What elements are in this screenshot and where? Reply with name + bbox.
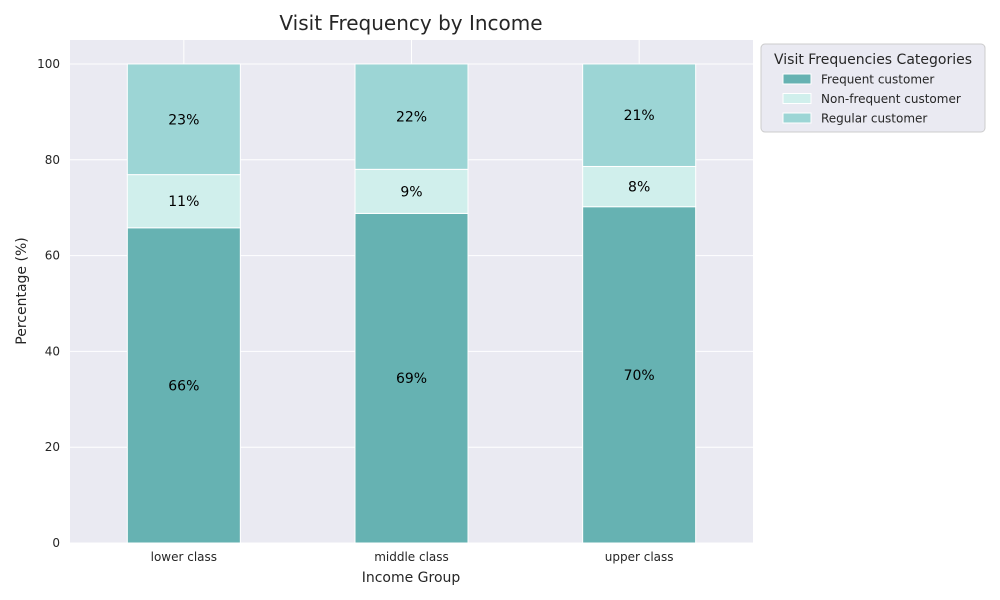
data-label: 8% [628,180,650,196]
y-tick-label: 20 [45,440,60,454]
x-tick-label: upper class [605,550,674,564]
y-ticks: 0 20 40 60 80 100 [37,57,60,550]
data-label: 21% [624,108,655,124]
legend-label: Non-frequent customer [821,92,961,106]
x-tick-label: lower class [151,550,217,564]
bar-segment [582,63,697,167]
y-tick-label: 60 [45,249,60,263]
y-tick-label: 40 [45,344,60,358]
data-label: 70% [624,368,655,384]
y-tick-label: 100 [37,57,60,71]
bar-segment [126,227,241,544]
legend-label: Frequent customer [821,73,934,87]
legend-swatch [782,93,812,104]
bar-segment [354,63,469,170]
chart-title: Visit Frequency by Income [279,11,542,35]
bar-segment [582,206,697,544]
x-ticks: lower class middle class upper class [151,550,674,564]
y-tick-label: 0 [52,536,60,550]
y-tick-label: 80 [45,153,60,167]
data-label: 69% [396,371,427,387]
data-label: 66% [168,378,199,394]
legend-entries: Frequent customer Non-frequent customer Re… [782,73,961,126]
data-labels: 66% 11% 23% 69% 9% 22% 70% 8% 21% [168,108,654,394]
data-label: 22% [396,110,427,126]
data-label: 23% [168,112,199,128]
x-axis-label: Income Group [362,570,461,586]
data-label: 9% [400,184,422,200]
bar-segment [126,63,241,176]
bar-segment [354,168,469,214]
legend-title: Visit Frequencies Categories [774,52,972,68]
data-label: 11% [168,194,199,210]
y-axis-label: Percentage (%) [14,237,30,344]
legend-box [760,43,986,133]
legend: Visit Frequencies Categories Frequent cu… [760,43,986,133]
bars [126,63,697,544]
legend-swatch [782,112,812,124]
legend-swatch [782,73,812,85]
bar-segment [582,165,697,208]
x-tick-label: middle class [374,550,449,564]
legend-label: Regular customer [821,112,927,126]
